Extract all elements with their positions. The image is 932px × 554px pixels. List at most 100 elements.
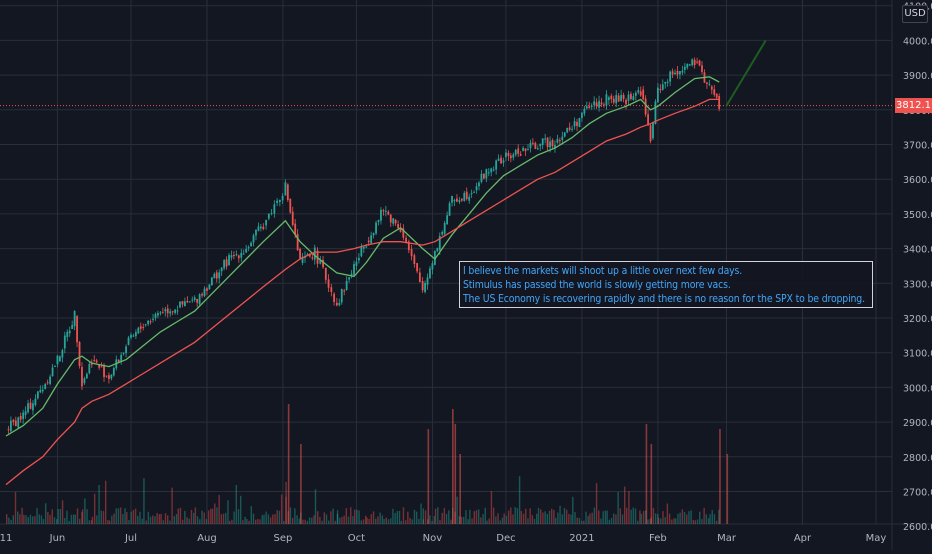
candle-body: [137, 327, 140, 334]
volume-bar: [229, 520, 231, 524]
candle-body: [56, 355, 59, 365]
volume-bar: [201, 510, 203, 524]
candle-body: [416, 263, 419, 272]
volume-bar: [57, 508, 59, 524]
candle-body: [405, 237, 407, 243]
volume-bar: [119, 507, 122, 524]
candle-body: [634, 92, 637, 96]
volume-bar: [27, 517, 29, 524]
volume-bar: [570, 514, 572, 524]
candle-body: [61, 350, 64, 358]
candle-body: [649, 125, 652, 142]
candle-body: [330, 287, 333, 293]
volume-bar: [467, 519, 469, 524]
candle-body: [453, 200, 456, 202]
volume-bar: [347, 516, 350, 524]
candle-body: [49, 376, 52, 384]
volume-bar: [356, 509, 358, 524]
volume-bar: [343, 515, 345, 524]
candle-body: [63, 335, 66, 349]
volume-bar: [269, 517, 272, 524]
volume-bar: [602, 511, 604, 524]
candle-body: [296, 233, 299, 251]
volume-bar: [107, 520, 109, 524]
volume-bar: [237, 509, 240, 524]
volume-bar: [222, 513, 225, 524]
volume-bar: [214, 503, 216, 524]
volume-bar: [113, 513, 115, 524]
volume-bar: [311, 517, 313, 524]
text-annotation[interactable]: I believe the markets will shoot up a li…: [459, 261, 873, 308]
volume-bar: [280, 494, 283, 524]
candle-body: [595, 102, 598, 107]
volume-bar: [507, 510, 510, 524]
candle-body: [299, 248, 301, 259]
candle-body: [399, 228, 402, 232]
candle-body: [333, 293, 335, 302]
candle-body: [578, 117, 581, 128]
candle-body: [206, 288, 208, 291]
candle-body: [563, 132, 566, 137]
volume-bar: [51, 509, 53, 524]
volume-bar: [61, 500, 64, 524]
candle-body: [29, 402, 32, 409]
candle-body: [487, 172, 490, 174]
candle-body: [46, 382, 49, 384]
candle-body: [512, 154, 515, 158]
volume-bar: [177, 508, 179, 524]
candle-body: [176, 310, 179, 312]
candle-body: [590, 105, 593, 108]
candle-body: [265, 220, 267, 226]
volume-bar: [42, 519, 45, 524]
volume-bar: [216, 507, 218, 524]
volume-bar: [657, 513, 659, 524]
candle-body: [566, 127, 569, 133]
volume-bar: [166, 515, 169, 524]
candle-body: [164, 309, 167, 312]
candle-body: [664, 81, 667, 84]
y-tick-label: 3100.0: [903, 349, 932, 360]
candle-body: [319, 260, 322, 264]
volume-bar: [31, 516, 34, 524]
volume-bar: [630, 509, 632, 524]
volume-bar: [448, 510, 450, 524]
volume-bar: [175, 514, 178, 524]
candle-body: [188, 301, 191, 303]
volume-bar: [325, 514, 328, 524]
candle-body: [549, 141, 551, 148]
volume-bar: [12, 515, 14, 524]
candle-body: [541, 138, 544, 145]
currency-label[interactable]: USD: [902, 5, 928, 23]
candle-body: [51, 367, 54, 377]
volume-bar: [47, 511, 49, 524]
candle-body: [576, 122, 578, 126]
volume-bar: [360, 520, 362, 524]
volume-bar: [657, 517, 660, 524]
candle-body: [473, 191, 475, 193]
candle-body: [620, 95, 623, 102]
volume-bar: [375, 518, 377, 524]
volume-bar: [184, 510, 186, 524]
candle-body: [693, 59, 696, 66]
y-tick-label: 3700.0: [903, 141, 932, 152]
candle-body: [656, 87, 659, 103]
volume-bar: [475, 510, 478, 524]
candle-body: [281, 195, 284, 201]
volume-bar: [81, 509, 84, 524]
candle-body: [446, 215, 449, 225]
volume-bar: [86, 509, 88, 524]
candle-body: [237, 255, 240, 259]
candle-body: [343, 290, 346, 292]
candle-body: [157, 313, 159, 316]
candle-body: [259, 226, 262, 229]
candle-body: [605, 94, 608, 106]
volume-bar: [314, 489, 317, 524]
volume-bar: [134, 508, 137, 524]
candle-body: [218, 272, 221, 279]
volume-bar: [267, 514, 270, 524]
volume-bar: [529, 508, 531, 524]
volume-bar: [473, 511, 475, 524]
volume-bar: [632, 507, 635, 524]
volume-bar: [14, 491, 17, 524]
candle-body: [112, 367, 115, 376]
